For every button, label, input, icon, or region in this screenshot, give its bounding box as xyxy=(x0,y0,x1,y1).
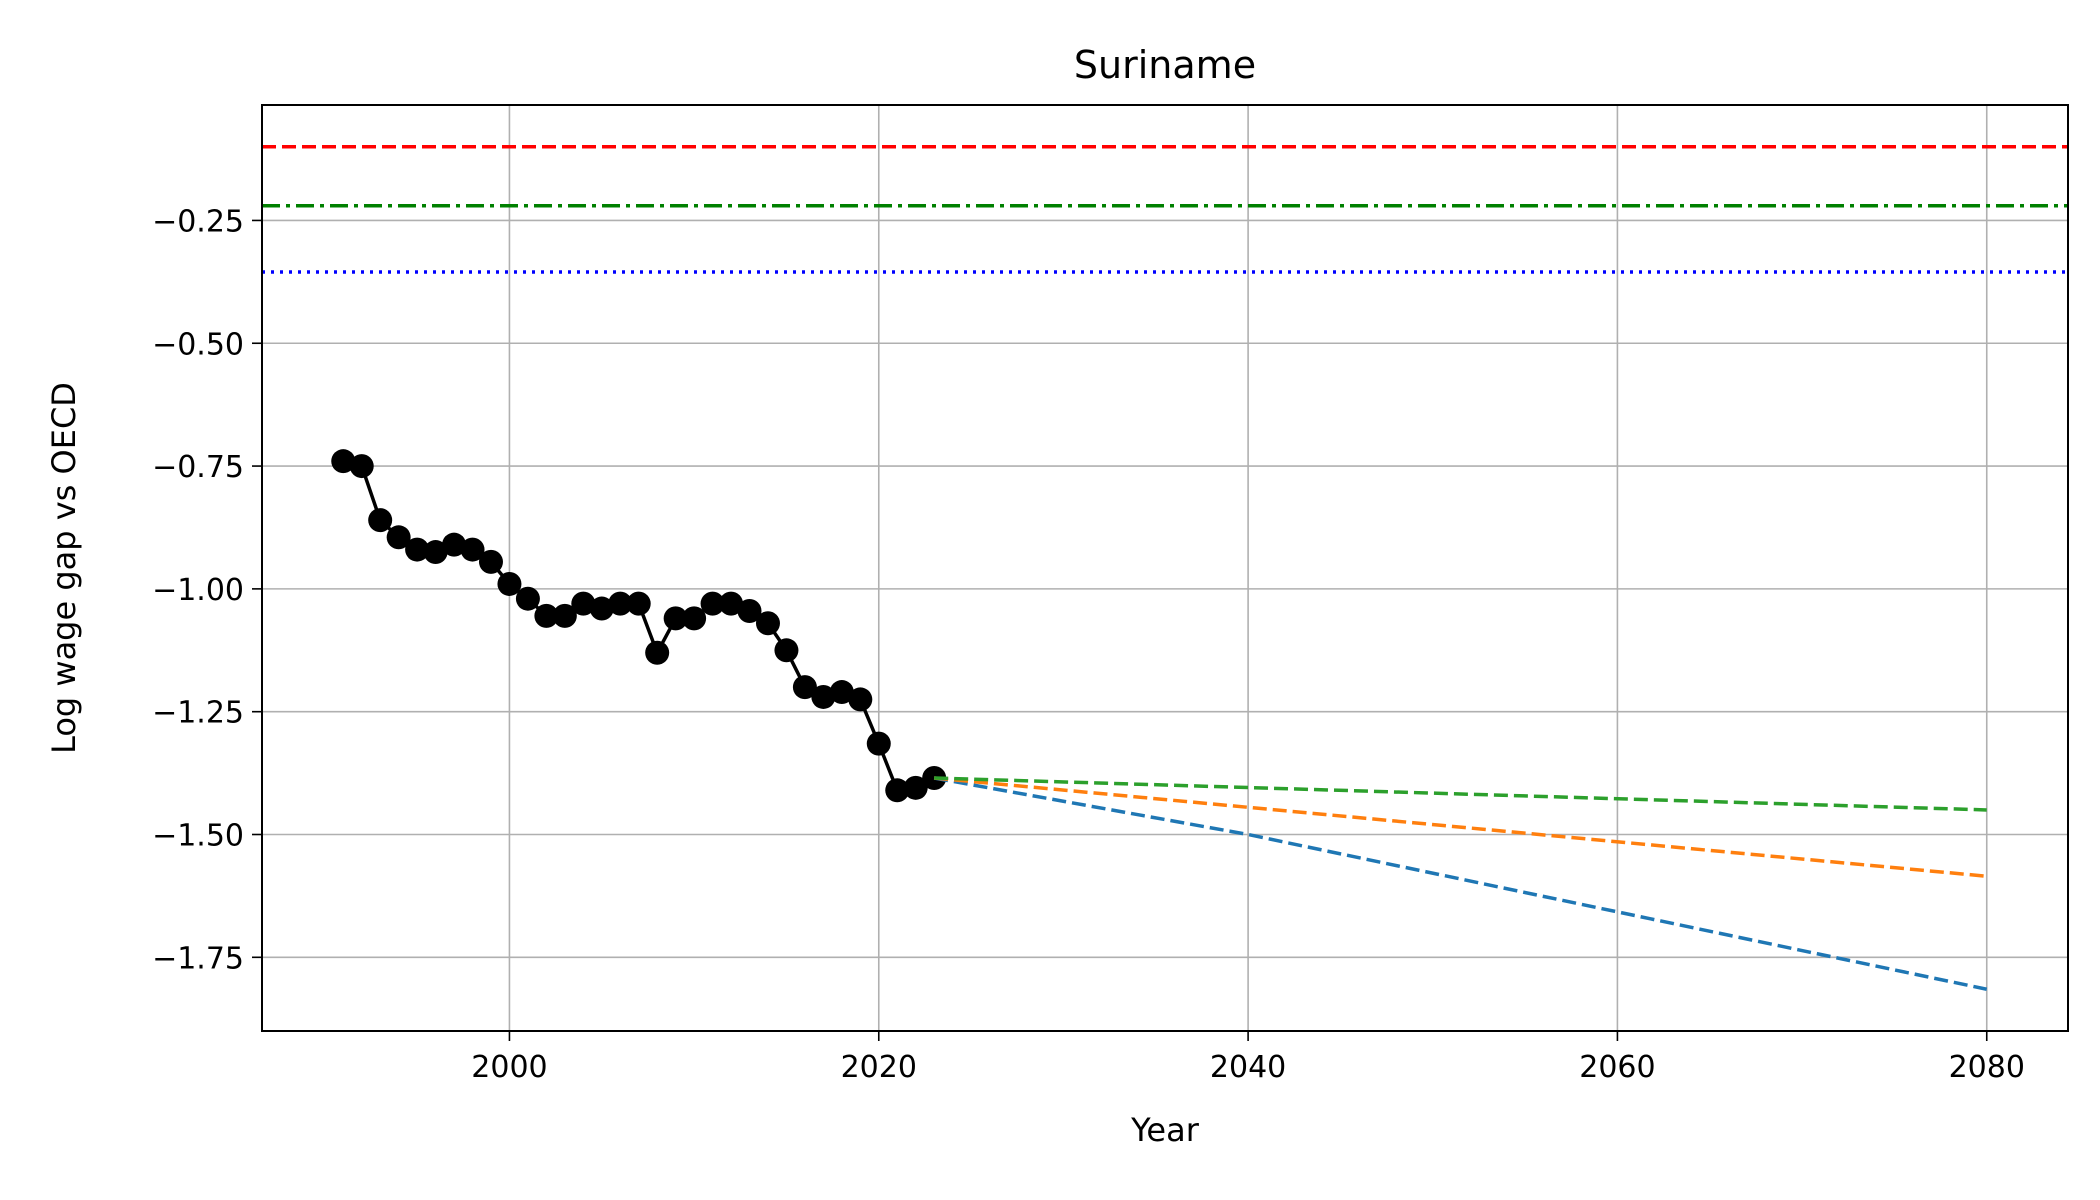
series-layer xyxy=(331,449,1988,991)
projection-line xyxy=(934,776,1987,878)
data-point xyxy=(829,680,854,705)
x-axis-title: Year xyxy=(1130,1111,1200,1149)
y-tick-label: −1.00 xyxy=(152,573,244,608)
data-point xyxy=(534,603,559,628)
data-point xyxy=(719,591,744,616)
data-point xyxy=(866,731,891,756)
tick-layer: 2000 2020 2040 2060 2080 −0.25 −0.50 −0.75 −1.00… xyxy=(152,204,2025,1085)
data-point xyxy=(737,598,762,623)
data-point xyxy=(700,591,725,616)
y-axis-title: Log wage gap vs OECD xyxy=(45,382,83,754)
plot-frame xyxy=(261,104,2069,1032)
reference-lines xyxy=(262,145,2068,274)
data-point xyxy=(386,525,411,550)
x-tick-label: 2020 xyxy=(841,1050,917,1085)
data-point xyxy=(774,638,799,663)
y-tick-label: −0.75 xyxy=(152,450,244,485)
data-point xyxy=(682,606,707,631)
y-tick-label: −0.50 xyxy=(152,327,244,362)
y-tick-label: −1.25 xyxy=(152,696,244,731)
x-tick-label: 2040 xyxy=(1210,1050,1286,1085)
data-point xyxy=(626,591,651,616)
chart-title: Suriname xyxy=(1074,43,1256,87)
y-tick-label: −1.50 xyxy=(152,819,244,854)
data-point xyxy=(552,603,577,628)
data-point xyxy=(515,586,540,611)
data-point xyxy=(792,675,817,700)
y-tick-label: −1.75 xyxy=(152,941,244,976)
data-point xyxy=(405,537,430,562)
projection-line xyxy=(934,776,1987,812)
data-point xyxy=(442,532,467,557)
series-line xyxy=(342,459,935,793)
data-point xyxy=(848,687,873,712)
data-point xyxy=(571,591,596,616)
data-point xyxy=(755,611,780,636)
data-point xyxy=(368,508,393,533)
y-tick-label: −0.25 xyxy=(152,204,244,239)
x-tick-label: 2060 xyxy=(1579,1050,1655,1085)
data-point xyxy=(885,778,910,803)
data-point xyxy=(645,640,670,665)
data-point xyxy=(331,449,356,474)
grid-layer xyxy=(262,105,2068,1031)
data-point xyxy=(423,540,448,565)
data-point xyxy=(478,549,503,574)
data-point xyxy=(663,606,688,631)
data-point xyxy=(811,684,836,709)
data-point xyxy=(349,454,374,479)
data-point xyxy=(460,537,485,562)
data-point xyxy=(903,775,928,800)
data-point xyxy=(497,571,522,596)
projection-line xyxy=(933,776,1988,991)
data-point xyxy=(608,591,633,616)
x-tick-label: 2080 xyxy=(1949,1050,2025,1085)
data-point xyxy=(589,596,614,621)
x-tick-label: 2000 xyxy=(471,1050,547,1085)
